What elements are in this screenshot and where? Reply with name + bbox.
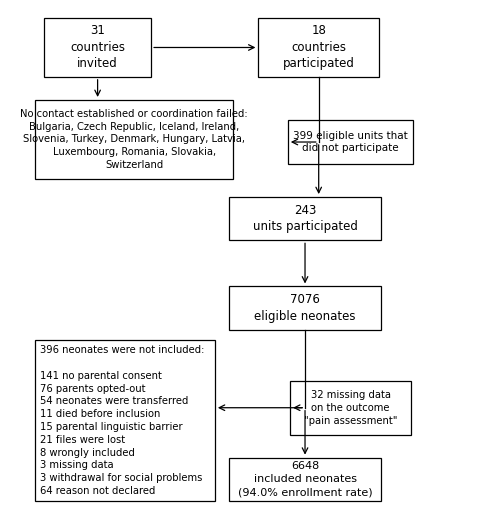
Text: 32 missing data
on the outcome
"pain assessment": 32 missing data on the outcome "pain ass… — [303, 390, 397, 426]
FancyBboxPatch shape — [228, 197, 381, 240]
Text: 396 neonates were not included:

141 no parental consent
76 parents opted-out
54: 396 neonates were not included: 141 no p… — [41, 345, 204, 496]
FancyBboxPatch shape — [228, 458, 381, 501]
FancyBboxPatch shape — [44, 18, 151, 77]
Text: 6648
included neonates
(94.0% enrollment rate): 6648 included neonates (94.0% enrollment… — [237, 461, 371, 497]
Text: 399 eligible units that
did not participate: 399 eligible units that did not particip… — [293, 131, 407, 154]
FancyBboxPatch shape — [35, 340, 215, 501]
Text: 7076
eligible neonates: 7076 eligible neonates — [254, 293, 355, 323]
Text: 243
units participated: 243 units participated — [252, 204, 357, 234]
FancyBboxPatch shape — [289, 381, 410, 434]
FancyBboxPatch shape — [228, 286, 381, 330]
FancyBboxPatch shape — [35, 100, 233, 179]
Text: 31
countries
invited: 31 countries invited — [70, 24, 125, 71]
FancyBboxPatch shape — [258, 18, 378, 77]
Text: No contact established or coordination failed:
Bulgaria, Czech Republic, Iceland: No contact established or coordination f… — [20, 109, 247, 170]
FancyBboxPatch shape — [287, 120, 412, 163]
Text: 18
countries
participated: 18 countries participated — [282, 24, 354, 71]
